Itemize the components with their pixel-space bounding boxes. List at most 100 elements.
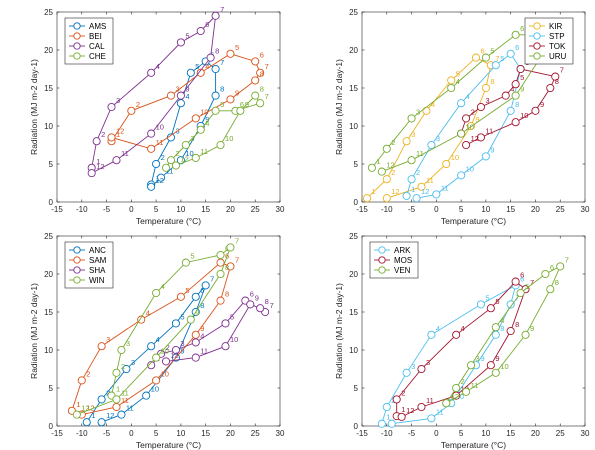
month-label: 2 (106, 388, 110, 397)
month-label: 5 (185, 31, 189, 40)
month-label: 2 (416, 168, 420, 177)
data-point (97, 418, 106, 427)
month-label: 1 (376, 157, 380, 166)
y-tick-label: 0 (49, 198, 54, 207)
month-label: 11 (416, 149, 424, 158)
data-point (476, 300, 485, 309)
month-label: 10 (230, 335, 238, 344)
month-label: 6 (550, 263, 554, 272)
legend-marker (378, 266, 386, 274)
x-tick-label: 10 (481, 429, 490, 438)
x-axis-label: Temperature (°C) (136, 440, 201, 450)
data-point (516, 288, 525, 298)
y-tick-label: 10 (349, 122, 358, 131)
data-point (226, 243, 235, 252)
month-label: 12 (391, 187, 399, 196)
month-label: 9 (520, 85, 524, 94)
month-label: 11 (471, 381, 479, 390)
data-point (152, 353, 161, 362)
data-point (462, 140, 471, 150)
x-tick-label: 25 (556, 205, 565, 214)
month-label: 4 (146, 309, 150, 318)
y-tick-label: 25 (44, 232, 53, 241)
month-label: 4 (185, 92, 189, 101)
y-tick-label: 25 (44, 8, 53, 17)
month-label: 6 (240, 100, 244, 109)
data-point (387, 419, 396, 428)
data-point (511, 80, 520, 89)
month-label: 9 (480, 354, 484, 363)
data-point (481, 152, 490, 161)
month-label: 11 (121, 396, 129, 405)
legend-entry: AMS (89, 22, 106, 31)
month-label: 7 (495, 54, 499, 63)
x-tick-label: -10 (76, 429, 88, 438)
x-tick-label: -15 (356, 429, 368, 438)
y-tick-label: 5 (49, 160, 54, 169)
month-label: 10 (185, 149, 193, 158)
data-point (511, 118, 520, 127)
month-label: 12 (451, 392, 459, 401)
month-label: 5 (180, 312, 184, 321)
month-label: 4 (436, 324, 440, 333)
x-tick-label: -5 (103, 429, 111, 438)
month-label: 12 (180, 155, 188, 164)
month-label: 9 (490, 145, 494, 154)
y-axis-label: Radiation (MJ m-2 day-1) (29, 283, 39, 379)
month-label: 8 (515, 100, 519, 109)
x-tick-label: 0 (434, 429, 439, 438)
data-point (221, 319, 230, 328)
month-label: 5 (485, 293, 489, 302)
legend-marker (378, 256, 386, 264)
data-point (506, 106, 515, 115)
month-label: 10 (466, 123, 474, 132)
data-point (556, 262, 565, 271)
data-point (72, 410, 81, 419)
data-point (407, 156, 416, 165)
data-point (186, 315, 195, 324)
data-point (147, 144, 156, 153)
month-label: 6 (520, 271, 524, 280)
data-point (181, 140, 190, 150)
data-point (226, 49, 235, 58)
month-label: 10 (451, 153, 459, 162)
data-point (226, 262, 235, 271)
legend-entry: CAL (89, 42, 105, 51)
series-line (111, 53, 261, 150)
data-point (117, 410, 126, 419)
month-label: 12 (406, 406, 414, 415)
chart-panel-2: -15 -10 -5 0 5 10 15 20 25 300510152025Temperatur… (334, 8, 590, 226)
month-label: 3 (411, 130, 415, 139)
data-point (516, 64, 525, 74)
x-tick-label: -10 (76, 205, 88, 214)
data-point (462, 114, 471, 123)
data-point (112, 395, 121, 404)
month-label: 8 (200, 301, 204, 310)
x-tick-label: 15 (201, 429, 210, 438)
x-tick-label: 30 (276, 429, 285, 438)
data-point (152, 288, 161, 298)
month-label: 7 (565, 255, 569, 264)
month-label: 4 (205, 119, 209, 128)
data-point (442, 399, 451, 408)
data-point (211, 91, 220, 100)
data-point (236, 106, 245, 115)
data-point (382, 194, 391, 203)
x-tick-label: 5 (459, 429, 464, 438)
x-axis-label: Temperature (°C) (136, 216, 201, 226)
month-label: 7 (220, 58, 224, 67)
month-label: 11 (156, 138, 164, 147)
data-point (447, 76, 456, 85)
month-label: 9 (235, 88, 239, 97)
month-label: 6 (520, 274, 524, 283)
month-label: 1 (466, 123, 470, 132)
month-label: 1 (116, 130, 120, 139)
